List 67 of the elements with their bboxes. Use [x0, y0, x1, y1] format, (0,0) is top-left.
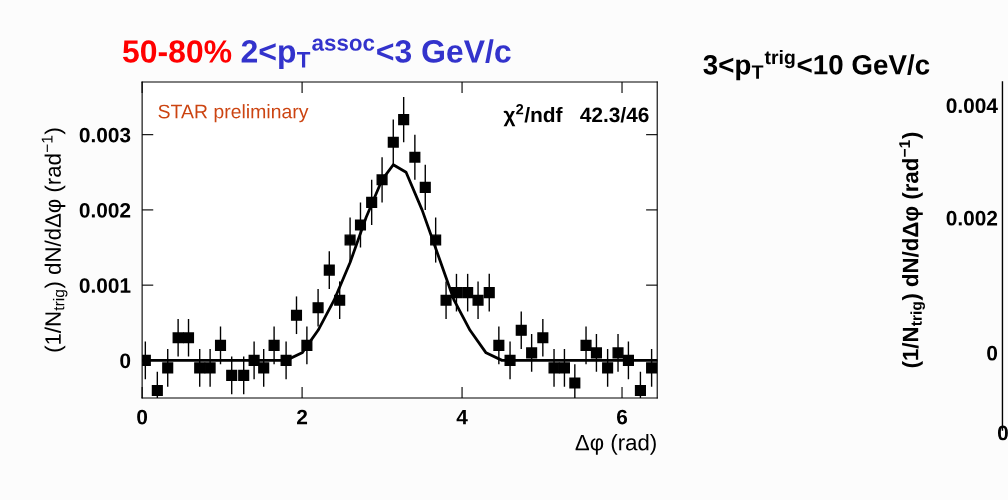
point	[419, 181, 431, 193]
point	[204, 362, 216, 374]
point	[268, 339, 280, 351]
point	[312, 302, 324, 314]
text: 0	[987, 345, 998, 361]
text: (1/N$_{trig}$) dN/dΔφ (rad$^{−1}$)	[899, 132, 925, 368]
point	[366, 196, 378, 208]
y-tick-label: 0.002	[79, 202, 131, 218]
point	[409, 151, 421, 163]
x-tick-label: 6	[616, 409, 628, 425]
x-tick-label: 2	[297, 409, 308, 425]
y-tick-label: 0.001	[79, 278, 131, 293]
point	[334, 294, 346, 306]
point	[590, 347, 602, 359]
point	[151, 384, 163, 397]
point	[376, 174, 388, 186]
annotation: STAR preliminary	[158, 104, 309, 123]
point	[172, 332, 184, 344]
point	[440, 294, 452, 306]
annotation: χ$^{2}$/ndf 42.3/46	[503, 104, 649, 127]
point	[515, 324, 527, 336]
point	[646, 362, 658, 374]
point	[323, 264, 335, 276]
point	[248, 354, 260, 366]
point	[634, 384, 646, 397]
chart-title: 50-80%	[122, 40, 232, 63]
point	[398, 114, 410, 126]
point	[537, 332, 549, 344]
point	[280, 354, 292, 366]
y-tick-label: 0	[120, 353, 131, 369]
point	[462, 287, 474, 299]
point	[580, 339, 592, 351]
point	[182, 332, 195, 344]
x-tick-label: 4	[456, 409, 468, 425]
point	[612, 347, 624, 359]
point	[504, 354, 516, 366]
x-axis-title: Δφ (rad)	[575, 434, 656, 455]
point	[301, 339, 313, 351]
point	[493, 339, 505, 351]
point	[569, 377, 581, 389]
point	[238, 369, 250, 381]
point	[290, 309, 303, 321]
point	[548, 362, 560, 374]
point	[430, 234, 442, 246]
text: 3<p$_{T}$$^{trig}$<10 GeV/c	[703, 50, 930, 81]
chart-subtitle: 2<p$_{T}$$^{assoc}$<3 GeV/c	[241, 38, 511, 70]
point	[194, 362, 206, 374]
text: 0.002	[946, 210, 998, 226]
point	[602, 362, 614, 374]
point	[472, 294, 484, 306]
point	[162, 362, 174, 374]
point	[558, 362, 570, 374]
point	[226, 369, 238, 381]
x-tick-label: 0	[137, 409, 148, 425]
text: 0.004	[946, 98, 998, 114]
point	[354, 219, 367, 231]
point	[344, 234, 356, 246]
text: 0	[997, 425, 1008, 441]
point	[622, 354, 634, 366]
point	[214, 339, 227, 351]
point	[450, 287, 463, 299]
point	[387, 136, 399, 148]
point	[526, 347, 538, 359]
point	[483, 287, 495, 299]
y-axis-title: (1/N$_{trig}$) dN/dΔφ (rad$^{−1}$)	[41, 128, 68, 352]
point	[258, 362, 270, 374]
y-tick-label: 0.003	[79, 127, 131, 143]
